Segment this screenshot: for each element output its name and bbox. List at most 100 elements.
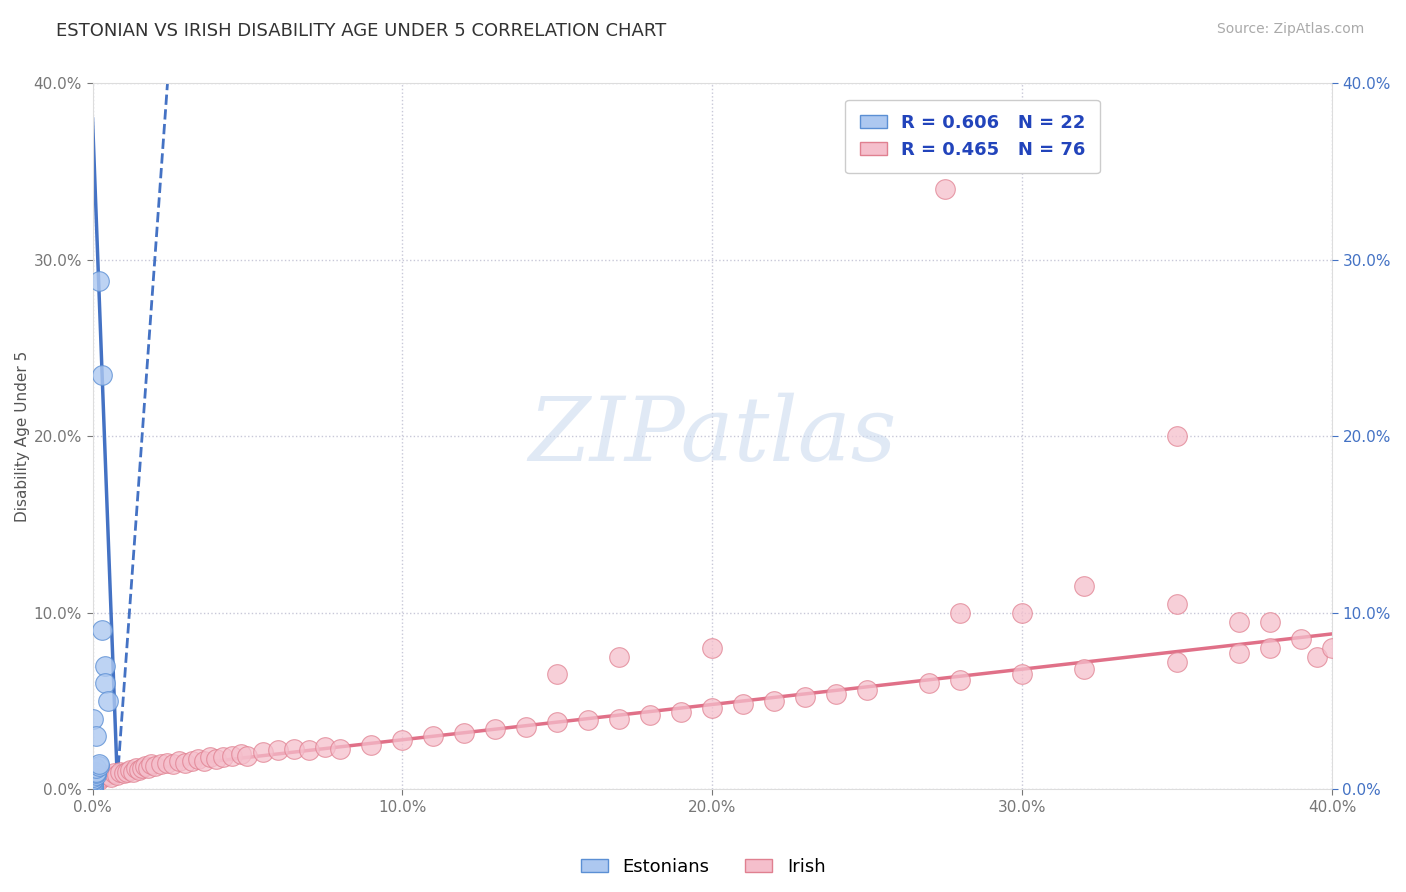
Legend: Estonians, Irish: Estonians, Irish xyxy=(574,851,832,883)
Point xyxy=(134,759,156,773)
Point xyxy=(82,712,104,726)
Point xyxy=(94,658,117,673)
Point xyxy=(131,761,153,775)
Point xyxy=(149,757,172,772)
Point xyxy=(702,640,724,655)
Point xyxy=(115,764,138,779)
Point xyxy=(84,768,107,782)
Point xyxy=(84,729,107,743)
Point xyxy=(453,725,475,739)
Point xyxy=(84,766,107,780)
Point xyxy=(329,741,352,756)
Point xyxy=(267,743,290,757)
Point xyxy=(391,732,413,747)
Point xyxy=(1258,615,1281,629)
Point xyxy=(84,764,107,779)
Point xyxy=(90,368,112,382)
Point xyxy=(121,764,143,779)
Point xyxy=(94,676,117,690)
Point xyxy=(515,720,537,734)
Point xyxy=(87,274,110,288)
Point xyxy=(763,694,786,708)
Point xyxy=(84,772,107,786)
Point xyxy=(87,773,110,788)
Point xyxy=(90,624,112,638)
Point xyxy=(236,748,259,763)
Point xyxy=(82,770,104,784)
Point xyxy=(949,673,972,687)
Point xyxy=(118,763,141,777)
Point xyxy=(918,676,941,690)
Point xyxy=(1073,579,1095,593)
Point xyxy=(422,729,444,743)
Point xyxy=(187,752,209,766)
Point xyxy=(200,750,222,764)
Text: Source: ZipAtlas.com: Source: ZipAtlas.com xyxy=(1216,22,1364,37)
Point xyxy=(180,754,202,768)
Point xyxy=(1289,632,1312,647)
Point xyxy=(1011,606,1033,620)
Point xyxy=(82,772,104,786)
Y-axis label: Disability Age Under 5: Disability Age Under 5 xyxy=(15,351,30,522)
Point xyxy=(825,687,848,701)
Point xyxy=(110,764,132,779)
Point xyxy=(1166,597,1188,611)
Point xyxy=(702,701,724,715)
Point xyxy=(640,708,662,723)
Point xyxy=(1166,429,1188,443)
Point xyxy=(1227,646,1250,660)
Point xyxy=(671,705,693,719)
Point xyxy=(87,757,110,772)
Point xyxy=(174,756,197,770)
Point xyxy=(162,757,184,772)
Text: ESTONIAN VS IRISH DISABILITY AGE UNDER 5 CORRELATION CHART: ESTONIAN VS IRISH DISABILITY AGE UNDER 5… xyxy=(56,22,666,40)
Point xyxy=(87,759,110,773)
Point xyxy=(252,745,274,759)
Point xyxy=(934,182,956,196)
Point xyxy=(1011,667,1033,681)
Point xyxy=(314,739,336,754)
Point xyxy=(1166,655,1188,669)
Point xyxy=(360,738,382,752)
Point xyxy=(576,714,599,728)
Point xyxy=(97,768,120,782)
Point xyxy=(1258,640,1281,655)
Point xyxy=(607,649,630,664)
Point xyxy=(949,606,972,620)
Point xyxy=(90,770,112,784)
Point xyxy=(143,759,166,773)
Point xyxy=(128,763,150,777)
Point xyxy=(97,694,120,708)
Point xyxy=(84,761,107,775)
Point xyxy=(856,683,879,698)
Point xyxy=(193,754,215,768)
Point xyxy=(1305,649,1327,664)
Point xyxy=(211,750,233,764)
Point xyxy=(105,768,128,782)
Point xyxy=(82,777,104,791)
Point xyxy=(484,722,506,736)
Point xyxy=(1227,615,1250,629)
Point xyxy=(82,782,104,797)
Point xyxy=(298,743,321,757)
Point xyxy=(794,690,817,705)
Text: ZIPatlas: ZIPatlas xyxy=(529,392,897,480)
Point xyxy=(205,752,228,766)
Point xyxy=(231,747,253,761)
Point xyxy=(100,770,122,784)
Point xyxy=(141,757,163,772)
Point xyxy=(733,698,755,712)
Legend: R = 0.606   N = 22, R = 0.465   N = 76: R = 0.606 N = 22, R = 0.465 N = 76 xyxy=(845,100,1099,173)
Point xyxy=(546,667,568,681)
Point xyxy=(82,773,104,788)
Point xyxy=(169,754,191,768)
Point xyxy=(283,741,305,756)
Point xyxy=(221,748,243,763)
Point xyxy=(125,761,148,775)
Point xyxy=(112,766,135,780)
Point xyxy=(607,712,630,726)
Point xyxy=(156,756,179,770)
Point xyxy=(82,780,104,795)
Point xyxy=(1073,662,1095,676)
Point xyxy=(82,773,104,788)
